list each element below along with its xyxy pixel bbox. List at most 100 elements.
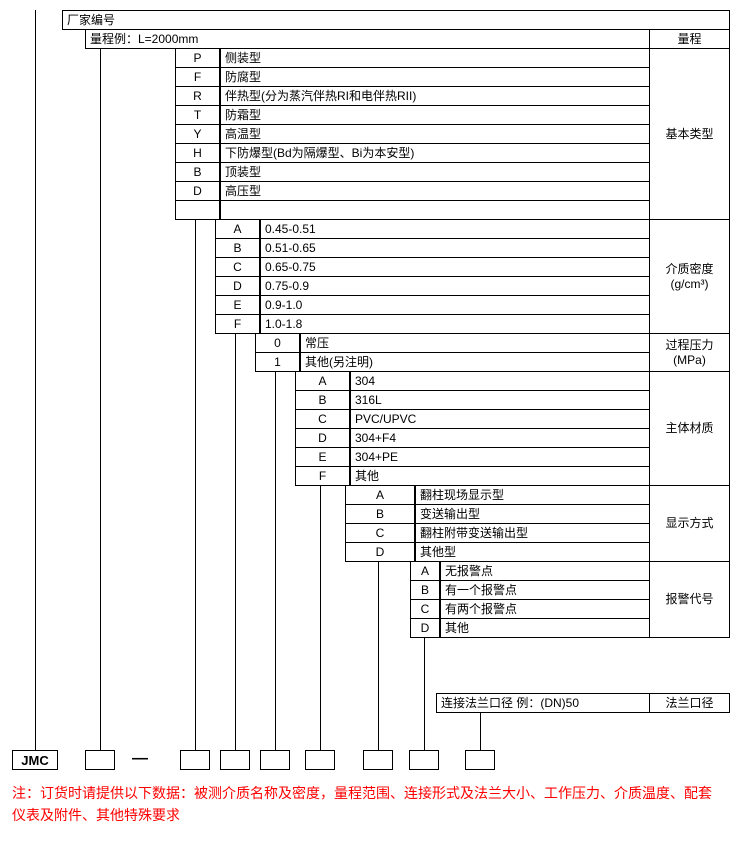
code-slot-box <box>363 750 393 770</box>
desc-cell: 翻柱附带变送输出型 <box>415 523 650 543</box>
desc-cell: 其他 <box>350 466 650 486</box>
footnote: 注：订货时请提供以下数据：被测介质名称及密度，量程范围、连接形式及法兰大小、工作… <box>12 782 722 827</box>
flange-text-cell: 连接法兰口径 例：(DN)50 <box>436 693 650 713</box>
desc-cell: 有两个报警点 <box>440 599 650 619</box>
code-cell: B <box>410 580 440 600</box>
desc-cell: 0.45-0.51 <box>260 219 650 239</box>
desc-cell: 316L <box>350 390 650 410</box>
code-cell: B <box>215 238 260 258</box>
desc-cell: 防霜型 <box>220 105 650 125</box>
code-cell: Y <box>175 124 220 144</box>
section-label: 过程压力(MPa) <box>649 333 730 372</box>
code-cell: H <box>175 143 220 163</box>
prefix-label: JMC <box>21 753 48 768</box>
code-slot-box <box>85 750 115 770</box>
desc-cell: 其他(另注明) <box>300 352 650 372</box>
desc-cell: PVC/UPVC <box>350 409 650 429</box>
code-slot-box <box>409 750 439 770</box>
connector-vline <box>424 637 425 750</box>
code-cell: B <box>175 162 220 182</box>
desc-cell: 顶装型 <box>220 162 650 182</box>
desc-cell: 高压型 <box>220 181 650 201</box>
range-label-cell: 量程 <box>649 29 730 49</box>
flange-label: 法兰口径 <box>665 696 713 710</box>
code-cell: C <box>295 409 350 429</box>
desc-cell: 0.51-0.65 <box>260 238 650 258</box>
desc-cell: 304 <box>350 371 650 391</box>
connector-vline <box>195 219 196 750</box>
connector-vline <box>480 713 481 750</box>
manufacturer-label: 厂家编号 <box>67 13 115 27</box>
code-cell: B <box>345 504 415 524</box>
manufacturer-header: 厂家编号 <box>62 10 730 30</box>
code-cell: A <box>215 219 260 239</box>
code-cell: A <box>345 485 415 505</box>
range-example-cell: 量程例：L=2000mm <box>85 29 650 49</box>
code-cell: E <box>215 295 260 315</box>
flange-label-cell: 法兰口径 <box>649 693 730 713</box>
code-cell: C <box>410 599 440 619</box>
connector-vline <box>35 10 36 29</box>
desc-cell: 有一个报警点 <box>440 580 650 600</box>
code-cell: 0 <box>255 333 300 353</box>
code-cell: F <box>295 466 350 486</box>
code-cell: D <box>410 618 440 638</box>
connector-vline <box>320 485 321 750</box>
section-label: 报警代号 <box>649 561 730 638</box>
desc-cell: 304+PE <box>350 447 650 467</box>
code-cell: P <box>175 48 220 68</box>
section-label: 显示方式 <box>649 485 730 562</box>
prefix-box: JMC <box>12 750 58 770</box>
connector-vline <box>275 371 276 750</box>
dash-separator: — <box>132 750 148 768</box>
desc-cell: 无报警点 <box>440 561 650 581</box>
desc-cell: 0.9-1.0 <box>260 295 650 315</box>
code-slot-box <box>180 750 210 770</box>
connector-vline <box>35 29 36 750</box>
code-cell: R <box>175 86 220 106</box>
desc-cell: 翻柱现场显示型 <box>415 485 650 505</box>
desc-cell: 常压 <box>300 333 650 353</box>
desc-cell: 304+F4 <box>350 428 650 448</box>
code-slot-box <box>260 750 290 770</box>
code-cell: F <box>175 67 220 87</box>
code-cell: B <box>295 390 350 410</box>
desc-cell: 伴热型(分为蒸汽伴热RI和电伴热RII) <box>220 86 650 106</box>
code-cell: D <box>215 276 260 296</box>
section-label: 主体材质 <box>649 371 730 486</box>
code-slot-box <box>465 750 495 770</box>
ordering-code-diagram: 厂家编号 量程例：L=2000mm 量程 P侧装型F防腐型R伴热型(分为蒸汽伴热… <box>10 10 740 835</box>
code-cell: T <box>175 105 220 125</box>
connector-vline <box>100 48 101 750</box>
section-label: 介质密度(g/cm³) <box>649 219 730 334</box>
code-cell: C <box>215 257 260 277</box>
flange-text: 连接法兰口径 例：(DN)50 <box>441 696 579 710</box>
code-cell: A <box>410 561 440 581</box>
desc-cell: 防腐型 <box>220 67 650 87</box>
desc-cell: 高温型 <box>220 124 650 144</box>
code-cell: E <box>295 447 350 467</box>
desc-cell: 0.65-0.75 <box>260 257 650 277</box>
desc-cell: 变送输出型 <box>415 504 650 524</box>
code-cell: 1 <box>255 352 300 372</box>
desc-cell: 1.0-1.8 <box>260 314 650 334</box>
code-cell: C <box>345 523 415 543</box>
desc-cell: 侧装型 <box>220 48 650 68</box>
code-cell: D <box>345 542 415 562</box>
connector-vline <box>235 333 236 750</box>
desc-cell: 下防爆型(Bd为隔爆型、Bi为本安型) <box>220 143 650 163</box>
code-cell: F <box>215 314 260 334</box>
connector-vline <box>378 561 379 750</box>
code-cell: D <box>295 428 350 448</box>
code-cell: D <box>175 181 220 201</box>
desc-cell: 0.75-0.9 <box>260 276 650 296</box>
code-slot-box <box>220 750 250 770</box>
section-label: 基本类型 <box>649 48 730 220</box>
range-example-text: 量程例：L=2000mm <box>90 32 198 46</box>
code-cell: A <box>295 371 350 391</box>
code-cell <box>175 200 220 220</box>
desc-cell <box>220 200 650 220</box>
desc-cell: 其他型 <box>415 542 650 562</box>
range-label: 量程 <box>677 32 701 46</box>
code-slot-box <box>305 750 335 770</box>
